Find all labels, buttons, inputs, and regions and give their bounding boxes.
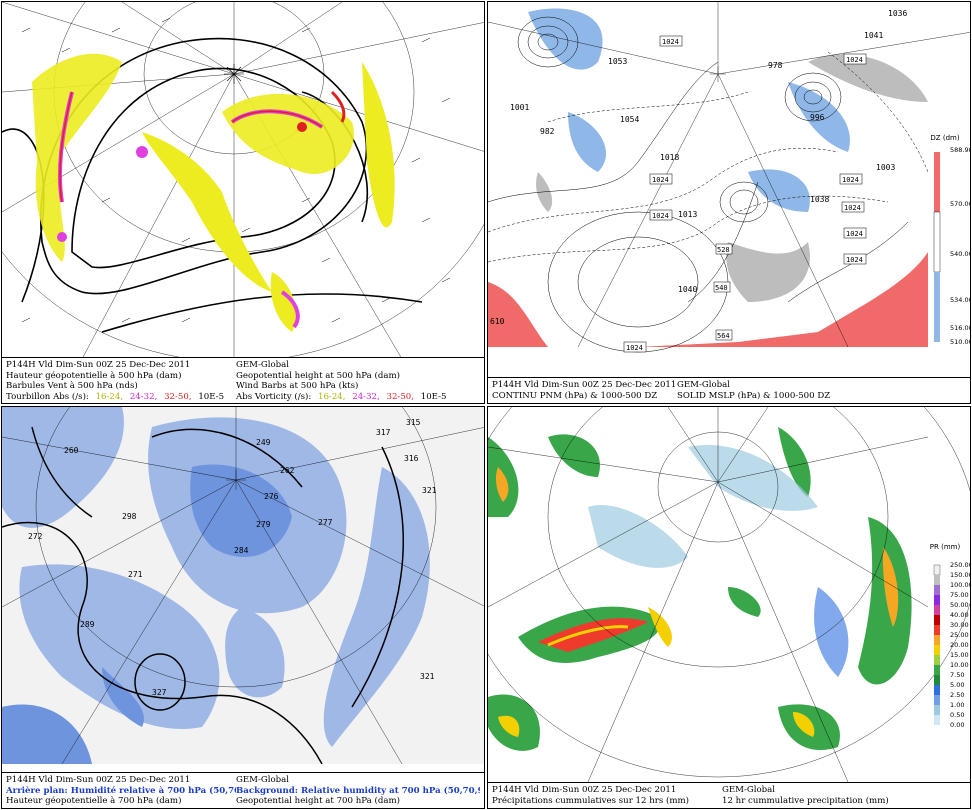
svg-text:1024: 1024: [842, 176, 859, 184]
high-label: 1013: [678, 210, 697, 219]
low-label: 317: [376, 428, 391, 437]
low-label: 277: [318, 518, 333, 527]
low-label: 996: [810, 113, 825, 122]
svg-text:1024: 1024: [662, 38, 679, 46]
low-label: 284: [234, 546, 249, 555]
svg-text:1024: 1024: [652, 212, 669, 220]
thickness-cold-shading: [528, 8, 928, 302]
panel-500hpa-vorticity: P144H Vld Dim-Sun 00Z 25 Dec-Dec 2011 GEM…: [1, 1, 485, 404]
wind-barbs: [21, 17, 451, 323]
svg-text:1024: 1024: [846, 230, 863, 238]
svg-text:540: 540: [715, 284, 728, 292]
low-label: 1001: [510, 103, 529, 112]
humidity-map: 298 327 321 321 260 272 271 289 317 316 …: [2, 407, 484, 764]
low-label: 262: [280, 466, 295, 475]
legend-fr: Tourbillon Abs (/s): 16-24, 24-32, 32-50…: [6, 391, 225, 402]
high-label: 321: [422, 486, 437, 495]
corner-label: 1041: [864, 31, 883, 40]
high-label: 1054: [620, 115, 639, 124]
dz-colorbar-legend: DZ (dm) 588.98 570.00 540.00 534.00 516.…: [930, 134, 971, 346]
low-label: 272: [28, 532, 43, 541]
panel-700hpa-humidity: 298 327 321 321 260 272 271 289 317 316 …: [1, 406, 485, 809]
low-label: 978: [768, 61, 783, 70]
mslp-map: 1053 1054 1018 1013 1040 1038 1001 982 9…: [488, 2, 970, 377]
low-label: 271: [128, 570, 143, 579]
low-label: 982: [540, 127, 555, 136]
high-label: 1018: [660, 153, 679, 162]
high-label: 321: [420, 672, 435, 681]
precip-colorbar: [933, 564, 941, 725]
high-label: 1053: [608, 57, 627, 66]
height-contours-700: [2, 426, 404, 764]
isobars: [488, 16, 909, 353]
north-pole-marker: [224, 64, 244, 84]
boxed-labels: 1024 1024 1024 1024 1024 1024 1024 528 5…: [623, 35, 867, 353]
caption-bl: P144H Vld Dim-Sun 00Z 25 Dec-Dec 2011 GEM…: [2, 772, 484, 808]
panel-precipitation: PR (mm) 250.00 150.00 100.00 75.00 50.00…: [487, 406, 971, 809]
low-label: 279: [256, 520, 271, 529]
caption-tl: P144H Vld Dim-Sun 00Z 25 Dec-Dec 2011 GEM…: [2, 357, 484, 403]
height-labels-700: 298 327 321 321 260 272 271 289 317 316 …: [28, 418, 437, 697]
precip-map: [488, 407, 970, 782]
polar-grid-bl: [2, 407, 484, 764]
high-label: 298: [122, 512, 137, 521]
svg-text:1024: 1024: [846, 256, 863, 264]
high-label: 327: [152, 688, 167, 697]
low-label: 249: [256, 438, 271, 447]
dz-colorbar: [933, 152, 941, 342]
corner-label: 1036: [888, 9, 907, 18]
svg-text:528: 528: [717, 246, 730, 254]
low-label: 289: [80, 620, 95, 629]
precip-shading: [488, 427, 912, 751]
svg-text:1024: 1024: [626, 344, 643, 352]
legend-en: Abs Vorticity (/s): 16-24, 24-32, 32-50,…: [236, 391, 447, 402]
height-value: 315: [406, 418, 421, 427]
svg-text:1024: 1024: [844, 204, 861, 212]
caption-tr: P144H Vld Dim-Sun 00Z 25 Dec-Dec 2011 GEM…: [488, 377, 970, 403]
low-label: 610: [490, 317, 505, 326]
low-label: 316: [404, 454, 419, 463]
caption-br: P144H Vld Dim-Sun 00Z 25 Dec-Dec 2011 GEM…: [488, 782, 970, 808]
high-label: 1040: [678, 285, 697, 294]
high-label: 1038: [810, 195, 829, 204]
low-label: 1003: [876, 163, 895, 172]
svg-text:1024: 1024: [652, 176, 669, 184]
low-label: 276: [264, 492, 279, 501]
thickness-warm-shading: [488, 252, 928, 347]
svg-text:1024: 1024: [846, 56, 863, 64]
thickness-contours: [488, 51, 929, 263]
polar-grid-tr: [488, 2, 970, 348]
low-label: 260: [64, 446, 79, 455]
polar-grid-br: [488, 407, 970, 782]
precip-colorbar-legend: PR (mm) 250.00 150.00 100.00 75.00 50.00…: [929, 543, 971, 729]
svg-text:564: 564: [717, 332, 730, 340]
panel-mslp-thickness: 1053 1054 1018 1013 1040 1038 1001 982 9…: [487, 1, 971, 404]
vorticity-map: [2, 2, 484, 359]
vorticity-shading: [32, 53, 395, 332]
